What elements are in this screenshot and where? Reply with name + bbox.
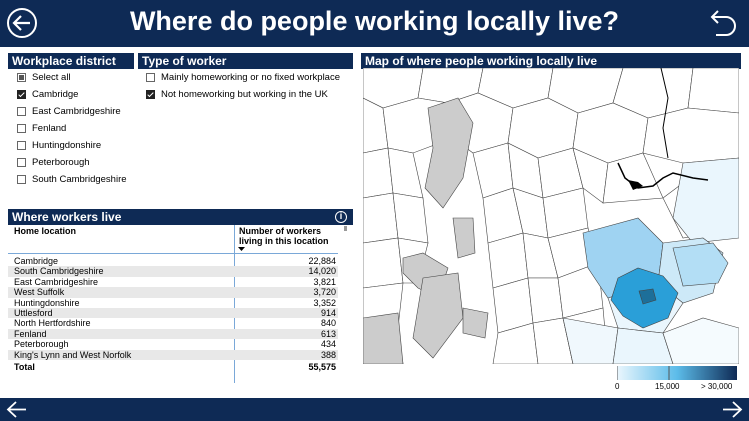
- circle-arrow-left-icon[interactable]: [6, 7, 38, 39]
- column-divider: [234, 225, 235, 383]
- checkbox[interactable]: [17, 90, 26, 99]
- workplace-district-item[interactable]: Fenland: [17, 120, 137, 137]
- map-legend: 0 15,000 > 30,000: [615, 366, 737, 396]
- worker-type-item-label: Mainly homeworking or no fixed workplace: [161, 72, 340, 83]
- worker-type-item-label: Not homeworking but working in the UK: [161, 89, 328, 100]
- info-icon[interactable]: i: [335, 211, 347, 223]
- workplace-district-item-label: East Cambridgeshire: [32, 106, 121, 117]
- checkbox[interactable]: [17, 175, 26, 184]
- worker-type-header: Type of worker: [138, 53, 353, 69]
- workplace-district-item-label: Peterborough: [32, 157, 90, 168]
- footer-bar: [0, 398, 749, 421]
- header-divider: [8, 253, 338, 254]
- checkbox[interactable]: [17, 124, 26, 133]
- return-arrow-icon[interactable]: [708, 7, 740, 39]
- map-header: Map of where people working locally live: [361, 53, 741, 69]
- workplace-district-list: Select all Cambridge East Cambridgeshire Fe…: [17, 69, 137, 188]
- table-row[interactable]: West Suffolk 3,720: [8, 287, 338, 298]
- home-location-cell: Uttlesford: [14, 308, 53, 318]
- table-row[interactable]: Peterborough 434: [8, 339, 338, 349]
- where-workers-live-header: Where workers live i: [8, 209, 353, 225]
- choropleth-map[interactable]: [363, 68, 739, 364]
- legend-max-label: > 30,000: [701, 382, 733, 391]
- sort-desc-icon: [238, 247, 245, 251]
- worker-count-cell: 388: [320, 349, 336, 360]
- page-title: Where do people working locally live?: [129, 6, 620, 36]
- table-row[interactable]: North Hertfordshire 840: [8, 318, 338, 328]
- workplace-district-header: Workplace district: [8, 53, 134, 69]
- worker-count-cell: 3,821: [313, 276, 336, 287]
- worker-type-list: Mainly homeworking or no fixed workplace…: [146, 69, 351, 103]
- table-row[interactable]: Fenland 613: [8, 328, 338, 340]
- legend-gradient: [617, 366, 737, 380]
- table-row[interactable]: Cambridge 22,884: [8, 256, 338, 266]
- table-row[interactable]: South Cambridgeshire 14,020: [8, 266, 338, 277]
- checkbox[interactable]: [17, 141, 26, 150]
- column-header-location[interactable]: Home location: [14, 226, 77, 236]
- table-row[interactable]: Uttlesford 914: [8, 308, 338, 319]
- home-location-cell: Cambridge: [14, 256, 59, 266]
- table-row[interactable]: East Cambridgeshire 3,821: [8, 277, 338, 287]
- workplace-district-item-label: Select all: [32, 72, 71, 83]
- legend-min-label: 0: [615, 382, 620, 391]
- total-value: 55,575: [308, 362, 336, 372]
- worker-count-cell: 434: [320, 339, 336, 350]
- worker-count-cell: 14,020: [308, 266, 336, 277]
- checkbox[interactable]: [17, 73, 26, 82]
- worker-count-cell: 22,884: [308, 256, 336, 266]
- workplace-district-item[interactable]: Cambridge: [17, 86, 137, 103]
- total-label: Total: [14, 362, 35, 372]
- worker-count-cell: 3,352: [313, 297, 336, 308]
- workplace-district-item-label: Fenland: [32, 123, 67, 134]
- table-row[interactable]: King's Lynn and West Norfolk 388: [8, 349, 338, 360]
- checkbox[interactable]: [17, 107, 26, 116]
- column-header-count[interactable]: Number of workers living in this locatio…: [239, 226, 329, 246]
- worker-type-item[interactable]: Mainly homeworking or no fixed workplace: [146, 69, 351, 86]
- home-location-cell: Peterborough: [14, 339, 69, 350]
- workplace-district-item[interactable]: Peterborough: [17, 154, 137, 171]
- table-title: Where workers live: [12, 210, 122, 224]
- checkbox[interactable]: [146, 73, 155, 82]
- workplace-district-item[interactable]: East Cambridgeshire: [17, 103, 137, 120]
- checkbox[interactable]: [146, 90, 155, 99]
- workplace-district-item-label: Huntingdonshire: [32, 140, 102, 151]
- worker-count-cell: 3,720: [313, 287, 336, 298]
- workers-table: Home location Number of workers living i…: [8, 225, 338, 385]
- worker-type-item[interactable]: Not homeworking but working in the UK: [146, 86, 351, 103]
- worker-count-cell: 840: [320, 318, 336, 329]
- home-location-cell: Fenland: [14, 328, 47, 339]
- home-location-cell: West Suffolk: [14, 287, 65, 298]
- home-location-cell: South Cambridgeshire: [14, 266, 104, 277]
- header-bar: Where do people working locally live?: [0, 0, 749, 47]
- map-svg: [363, 68, 739, 364]
- home-location-cell: Huntingdonshire: [14, 297, 80, 308]
- worker-count-cell: 914: [320, 308, 336, 318]
- home-location-cell: King's Lynn and West Norfolk: [14, 349, 132, 360]
- workplace-district-item[interactable]: Select all: [17, 69, 137, 86]
- legend-mid-label: 15,000: [655, 382, 680, 391]
- table-row[interactable]: Huntingdonshire 3,352: [8, 298, 338, 308]
- worker-count-cell: 613: [320, 328, 336, 339]
- workplace-district-item-label: South Cambridgeshire: [32, 174, 127, 185]
- checkbox[interactable]: [17, 158, 26, 167]
- workplace-district-item[interactable]: South Cambridgeshire: [17, 171, 137, 188]
- workplace-district-item[interactable]: Huntingdonshire: [17, 137, 137, 154]
- home-location-cell: North Hertfordshire: [14, 318, 91, 329]
- table-total-row: Total 55,575: [8, 362, 338, 372]
- scrollbar-thumb[interactable]: [344, 226, 347, 231]
- workplace-district-item-label: Cambridge: [32, 89, 79, 100]
- arrow-right-icon[interactable]: [721, 400, 743, 419]
- arrow-left-icon[interactable]: [6, 400, 28, 419]
- home-location-cell: East Cambridgeshire: [14, 276, 99, 287]
